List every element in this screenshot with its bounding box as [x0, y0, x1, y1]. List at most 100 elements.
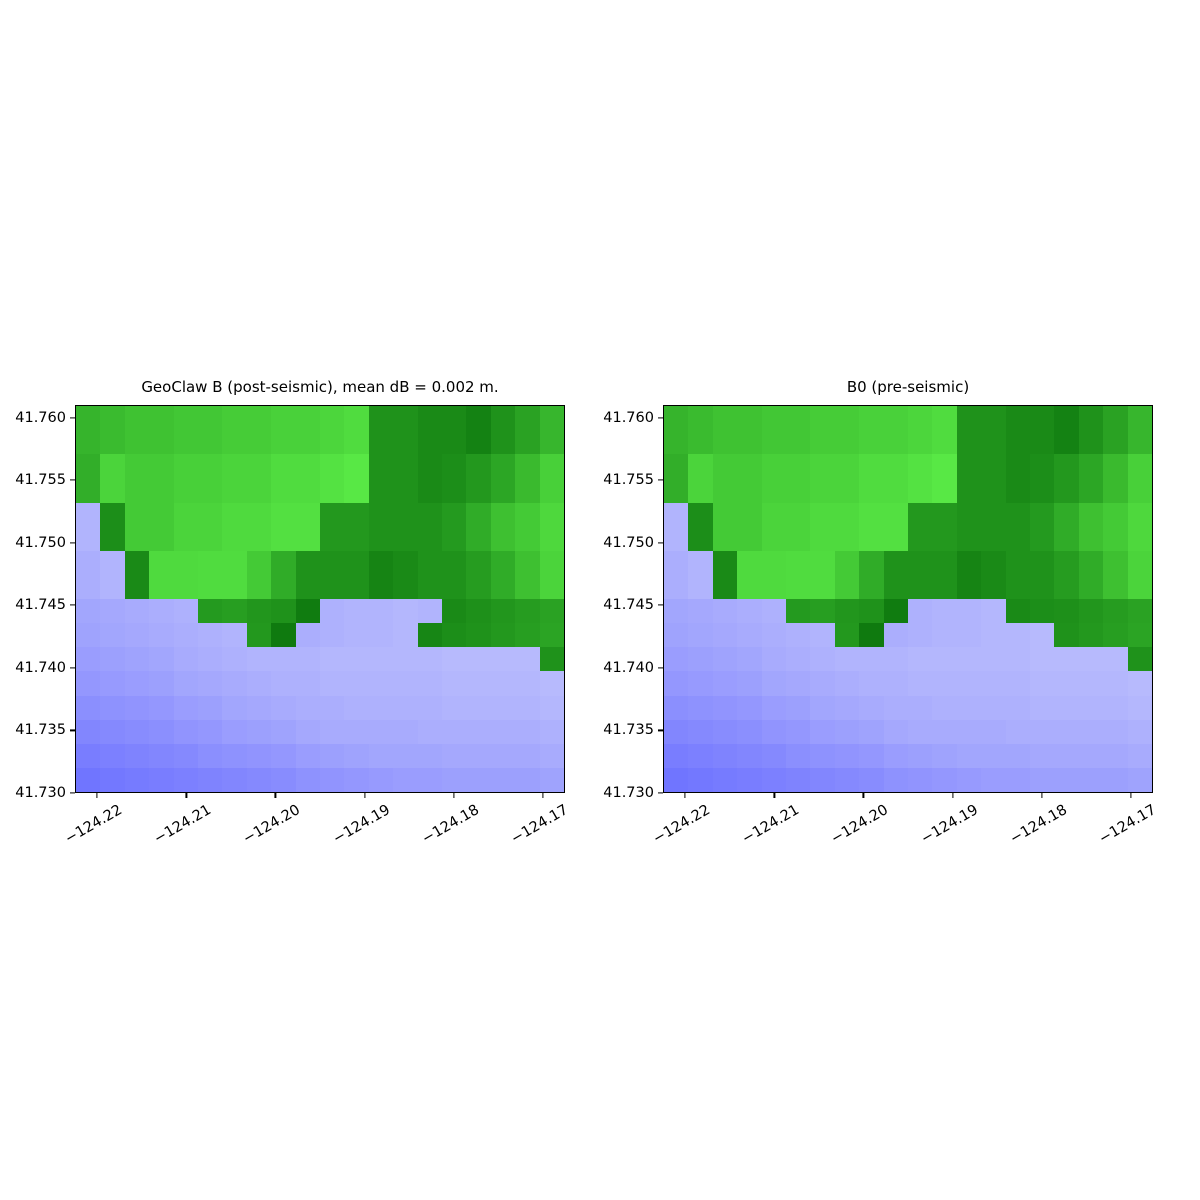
heatmap-cell	[515, 502, 540, 527]
heatmap-cell	[271, 430, 296, 455]
axes-pre-seismic	[663, 405, 1153, 793]
heatmap-cell	[417, 743, 442, 768]
heatmap-cell	[712, 647, 738, 672]
heatmap-cell	[490, 671, 516, 696]
heatmap-cell	[810, 406, 835, 431]
heatmap-cell	[417, 430, 442, 455]
heatmap-cell	[1005, 574, 1030, 599]
heatmap-cell	[344, 406, 369, 431]
heatmap-cell	[981, 550, 1006, 575]
heatmap-cell	[981, 719, 1006, 744]
heatmap-cell	[688, 430, 713, 455]
heatmap-cell	[1029, 430, 1055, 455]
heatmap-cell	[712, 695, 738, 720]
heatmap-cell	[173, 406, 198, 431]
x-tick-mark	[773, 793, 775, 798]
heatmap-cell	[222, 767, 247, 792]
heatmap-cell	[907, 647, 933, 672]
heatmap-cell	[1078, 478, 1104, 503]
heatmap-cell	[932, 406, 957, 431]
heatmap-cell	[197, 406, 223, 431]
heatmap-cell	[1078, 671, 1104, 696]
heatmap-cell	[441, 406, 467, 431]
heatmap-cell	[417, 454, 442, 479]
heatmap-cell	[907, 454, 933, 479]
heatmap-cell	[907, 719, 933, 744]
heatmap-cell	[883, 502, 908, 527]
heatmap-cell	[883, 406, 908, 431]
heatmap-cell	[883, 719, 908, 744]
heatmap-cell	[932, 647, 957, 672]
heatmap-cell	[173, 502, 198, 527]
heatmap-cell	[883, 695, 908, 720]
heatmap-cell	[246, 526, 272, 551]
heatmap-cell	[859, 743, 884, 768]
heatmap-cell	[737, 454, 762, 479]
heatmap-cell	[785, 743, 811, 768]
heatmap-cell	[222, 502, 247, 527]
heatmap-cell	[441, 743, 467, 768]
heatmap-cell	[956, 671, 982, 696]
heatmap-cell	[222, 574, 247, 599]
heatmap-cell	[688, 623, 713, 648]
heatmap-cell	[149, 406, 174, 431]
heatmap-cell	[761, 599, 786, 624]
heatmap-cell	[1078, 719, 1104, 744]
heatmap-cell	[76, 574, 101, 599]
heatmap-cell	[859, 454, 884, 479]
heatmap-cell	[761, 478, 786, 503]
heatmap-cell	[490, 478, 516, 503]
heatmap-cell	[515, 695, 540, 720]
x-tick-mark	[274, 793, 277, 798]
x-tick-label: −124.19	[918, 802, 981, 848]
heatmap-cell	[834, 623, 860, 648]
heatmap-cell	[76, 526, 101, 551]
heatmap-cell	[76, 478, 101, 503]
heatmap-cell	[688, 647, 713, 672]
heatmap-cell	[1078, 599, 1104, 624]
heatmap-cell	[1054, 695, 1079, 720]
heatmap-cell	[859, 647, 884, 672]
heatmap-cell	[368, 526, 394, 551]
heatmap-cell	[466, 671, 491, 696]
heatmap-cell	[1029, 478, 1055, 503]
heatmap-cell	[737, 502, 762, 527]
heatmap-cell	[737, 695, 762, 720]
heatmap-cell	[466, 719, 491, 744]
heatmap-cell	[932, 767, 957, 792]
heatmap-cell	[490, 623, 516, 648]
heatmap-cell	[737, 719, 762, 744]
heatmap-cell	[271, 478, 296, 503]
heatmap-cell	[1005, 767, 1030, 792]
heatmap-cell	[1029, 550, 1055, 575]
heatmap-cell	[664, 502, 689, 527]
heatmap-cell	[100, 647, 125, 672]
heatmap-cell	[932, 671, 957, 696]
heatmap-cell	[737, 743, 762, 768]
heatmap-cell	[393, 454, 418, 479]
heatmap-cell	[1078, 502, 1104, 527]
heatmap-cell	[490, 767, 516, 792]
heatmap-cell	[737, 550, 762, 575]
heatmap-cell	[688, 502, 713, 527]
heatmap-cell	[197, 430, 223, 455]
heatmap-cell	[859, 478, 884, 503]
heatmap-cell	[1103, 695, 1128, 720]
heatmap-cell	[956, 550, 982, 575]
heatmap-cell	[295, 454, 320, 479]
heatmap-cell	[932, 719, 957, 744]
heatmap-cell	[76, 406, 101, 431]
heatmap-cell	[1103, 599, 1128, 624]
heatmap-cell	[539, 647, 564, 672]
heatmap-cell	[712, 743, 738, 768]
heatmap-cell	[859, 695, 884, 720]
heatmap-cell	[344, 599, 369, 624]
heatmap-cell	[1005, 526, 1030, 551]
heatmap-cell	[810, 478, 835, 503]
heatmap-cell	[173, 574, 198, 599]
heatmap-cell	[124, 430, 150, 455]
heatmap-cell	[344, 671, 369, 696]
heatmap-cell	[124, 767, 150, 792]
heatmap-cell	[417, 526, 442, 551]
heatmap-cell	[883, 671, 908, 696]
